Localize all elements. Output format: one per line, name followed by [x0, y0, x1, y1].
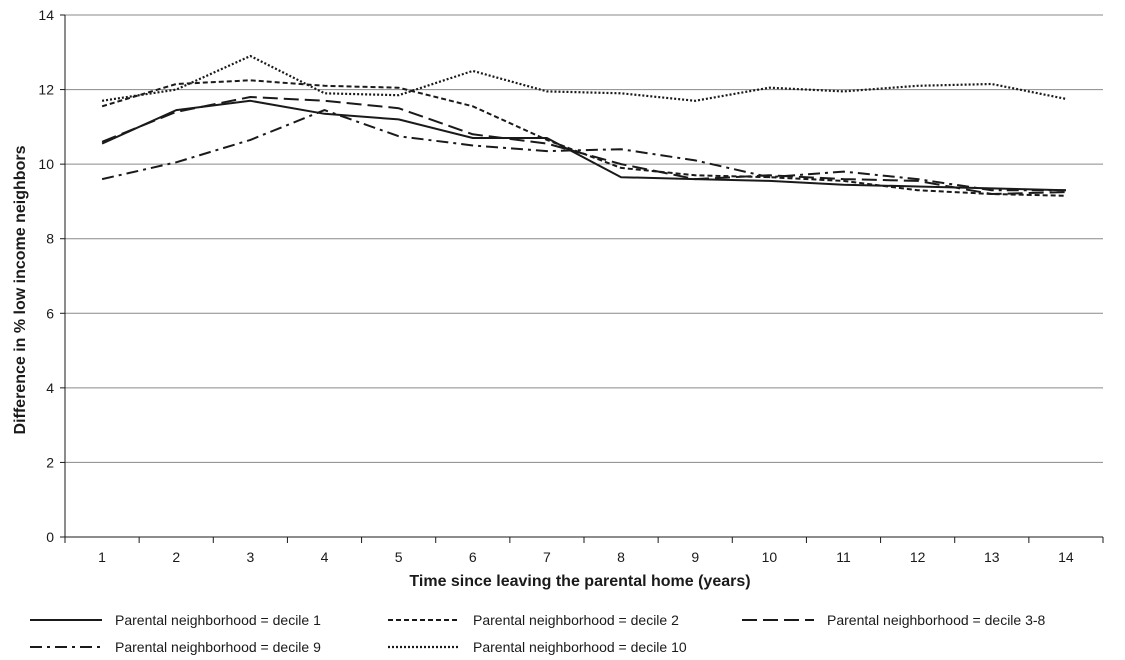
y-tick-label: 0 [46, 529, 54, 545]
legend-label-2: Parental neighborhood = decile 2 [473, 612, 679, 628]
x-tick-label: 14 [1058, 549, 1074, 565]
legend-label-3: Parental neighborhood = decile 3-8 [827, 612, 1046, 628]
y-tick-label: 6 [46, 305, 54, 321]
x-tick-label: 2 [172, 549, 180, 565]
series-line-4 [101, 109, 1066, 192]
legend-label-1: Parental neighborhood = decile 1 [115, 612, 321, 628]
y-tick-labels: 0 2 4 6 8 10 12 14 [38, 7, 54, 545]
x-tick-label: 11 [836, 549, 851, 565]
legend-label-5: Parental neighborhood = decile 10 [473, 639, 687, 655]
x-tick-label: 7 [543, 549, 551, 565]
x-tick-label: 6 [469, 549, 477, 565]
series-line-5 [101, 54, 1067, 102]
x-tick-label: 13 [984, 549, 1000, 565]
axes [60, 14, 1104, 543]
gridlines [65, 14, 1103, 463]
y-tick-label: 4 [46, 380, 54, 396]
legend: Parental neighborhood = decile 1 Parental… [30, 612, 1046, 655]
x-axis-title: Time since leaving the parental home (ye… [409, 573, 750, 590]
x-tick-label: 8 [617, 549, 625, 565]
x-tick-label: 1 [98, 549, 106, 565]
x-tick-label: 10 [762, 549, 778, 565]
x-tick-label: 5 [395, 549, 403, 565]
legend-label-4: Parental neighborhood = decile 9 [115, 639, 321, 655]
y-tick-label: 10 [38, 156, 54, 172]
y-tick-label: 8 [46, 231, 54, 247]
y-tick-label: 2 [46, 454, 54, 470]
x-tick-label: 9 [691, 549, 699, 565]
y-tick-label: 12 [38, 82, 54, 98]
x-tick-labels: 1 2 3 4 5 6 7 8 9 10 11 12 13 14 [98, 549, 1074, 565]
y-tick-label: 14 [38, 7, 54, 23]
series-line-1 [101, 99, 1066, 192]
series-line-3 [101, 96, 1066, 195]
x-tick-label: 12 [910, 549, 926, 565]
x-tick-label: 3 [246, 549, 254, 565]
series-lines [101, 54, 1067, 197]
x-tick-label: 4 [321, 549, 329, 565]
y-axis-title: Difference in % low income neighbors [12, 145, 29, 434]
